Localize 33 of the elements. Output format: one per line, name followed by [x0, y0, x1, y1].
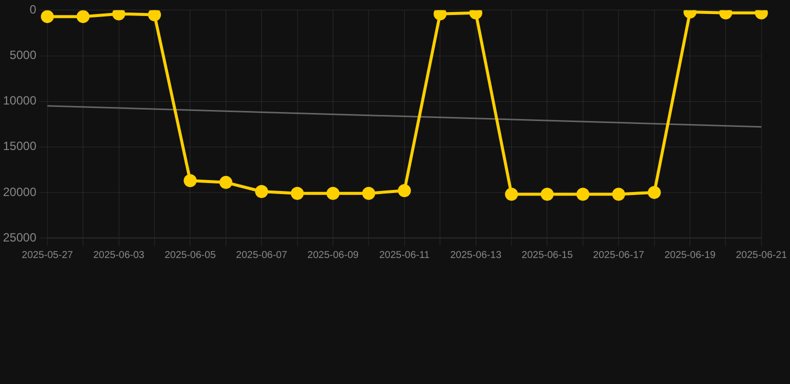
point: [648, 186, 661, 199]
point: [434, 10, 447, 20]
y-tick-label: 25000: [2, 230, 37, 244]
point: [326, 186, 340, 200]
y-tick-label: 15000: [2, 139, 37, 154]
x-tick-label: 2025-06-11: [379, 250, 430, 261]
x-tick-label: 2025-06-19: [664, 250, 716, 261]
point: [505, 188, 518, 201]
point: [398, 184, 411, 198]
y-tick-label: 20000: [2, 184, 37, 199]
x-tick-label: 2025-05-27: [22, 250, 74, 261]
y-tick-label: 0: [30, 2, 37, 17]
x-tick-label: 2025-06-03: [93, 250, 145, 261]
x-tick-label: 2025-06-09: [307, 250, 360, 261]
point: [255, 185, 268, 198]
point: [148, 10, 161, 22]
point: [362, 186, 376, 200]
point: [576, 188, 590, 201]
y-tick-label: 5000: [10, 48, 37, 62]
point: [219, 176, 232, 189]
point: [184, 174, 197, 188]
point: [612, 188, 626, 201]
point: [290, 186, 304, 200]
point: [76, 10, 90, 24]
x-tick-label: 2025-06-17: [593, 250, 645, 261]
x-tick-label: 2025-06-15: [522, 250, 574, 261]
x-tick-label: 2025-06-05: [164, 250, 216, 261]
x-tick-label: 2025-06-13: [450, 250, 502, 261]
point: [540, 188, 554, 201]
x-tick-label: 2025-06-07: [236, 250, 288, 261]
x-tick-label: 2025-06-21: [736, 250, 788, 261]
y-tick-label: 10000: [2, 94, 37, 108]
point: [112, 10, 126, 20]
